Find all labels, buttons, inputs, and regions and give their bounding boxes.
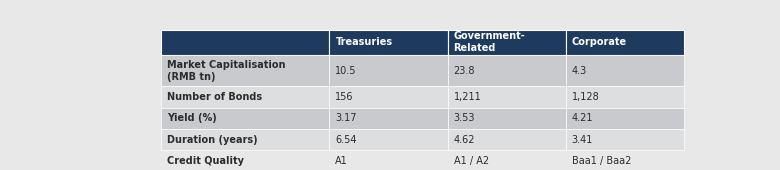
Text: 156: 156 [335, 92, 354, 102]
Bar [329, 129, 448, 150]
Bar [329, 86, 448, 108]
Text: 3.53: 3.53 [454, 113, 475, 123]
Bar [161, 150, 329, 170]
Text: Market Capitalisation
(RMB tn): Market Capitalisation (RMB tn) [167, 60, 285, 82]
Bar [448, 108, 566, 129]
Bar [566, 150, 684, 170]
Text: 4.21: 4.21 [572, 113, 594, 123]
Bar [448, 86, 566, 108]
Bar [448, 129, 566, 150]
Bar [566, 108, 684, 129]
Text: Corporate: Corporate [572, 37, 627, 47]
Bar [566, 86, 684, 108]
Text: Baa1 / Baa2: Baa1 / Baa2 [572, 156, 631, 166]
Bar [329, 55, 448, 86]
Bar [161, 55, 329, 86]
Text: 1,211: 1,211 [454, 92, 481, 102]
Text: 4.3: 4.3 [572, 66, 587, 76]
Bar [448, 55, 566, 86]
Text: 1,128: 1,128 [572, 92, 600, 102]
Bar [566, 129, 684, 150]
Text: 6.54: 6.54 [335, 135, 357, 145]
Bar [161, 108, 329, 129]
Bar [566, 55, 684, 86]
Text: Treasuries: Treasuries [335, 37, 392, 47]
Text: 10.5: 10.5 [335, 66, 357, 76]
Bar [161, 30, 329, 55]
Text: 3.17: 3.17 [335, 113, 357, 123]
Text: Government-
Related: Government- Related [454, 31, 525, 53]
Text: Duration (years): Duration (years) [167, 135, 257, 145]
Bar [448, 150, 566, 170]
Bar [329, 108, 448, 129]
Text: Yield (%): Yield (%) [167, 113, 217, 123]
Bar [329, 150, 448, 170]
Bar [161, 86, 329, 108]
Bar [161, 129, 329, 150]
Text: A1 / A2: A1 / A2 [454, 156, 489, 166]
Text: 23.8: 23.8 [454, 66, 475, 76]
Text: Credit Quality: Credit Quality [167, 156, 244, 166]
Text: 3.41: 3.41 [572, 135, 593, 145]
Bar [566, 30, 684, 55]
Text: 4.62: 4.62 [454, 135, 475, 145]
Text: A1: A1 [335, 156, 348, 166]
Bar [329, 30, 448, 55]
Text: Number of Bonds: Number of Bonds [167, 92, 262, 102]
Bar [448, 30, 566, 55]
